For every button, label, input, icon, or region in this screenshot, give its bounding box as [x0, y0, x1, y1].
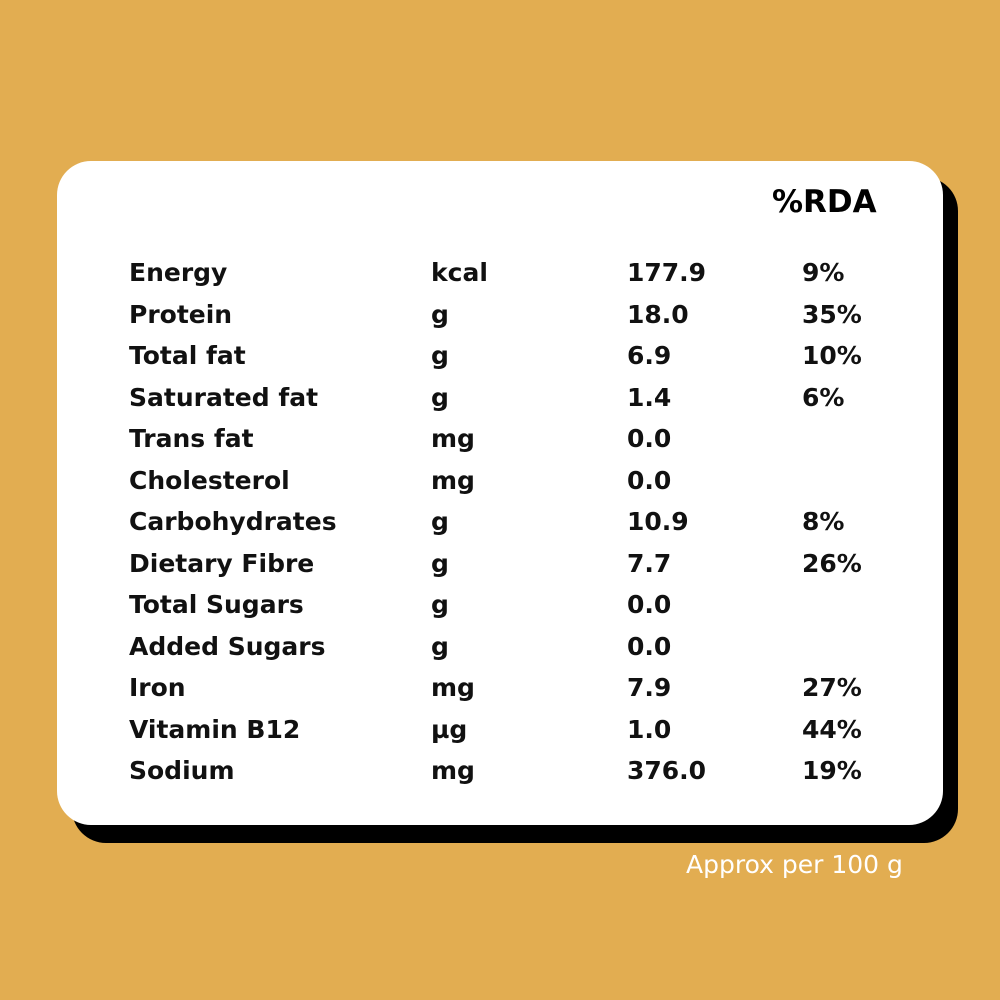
rda-column-header: %RDA: [772, 184, 877, 220]
nutrient-value: 0.0: [627, 424, 672, 454]
nutrient-unit: mg: [431, 465, 475, 495]
nutrition-table: Energy kcal 177.9 9% Protein g 18.0 35% …: [129, 252, 902, 792]
nutrient-rda: 19%: [802, 756, 862, 786]
table-row: Sodium mg 376.0 19%: [129, 750, 902, 792]
nutrient-rda: 8%: [802, 507, 845, 537]
nutrient-unit: kcal: [431, 258, 488, 288]
nutrient-rda: [802, 626, 902, 668]
nutrient-name: Sodium: [129, 756, 235, 786]
nutrient-name: Added Sugars: [129, 631, 326, 661]
nutrient-unit: g: [431, 590, 449, 620]
table-row: Total fat g 6.9 10%: [129, 335, 902, 377]
nutrient-rda: 27%: [802, 673, 862, 703]
nutrient-rda: 10%: [802, 341, 862, 371]
nutrient-rda: [802, 460, 902, 502]
nutrient-rda: 6%: [802, 382, 845, 412]
nutrient-name: Saturated fat: [129, 382, 319, 412]
nutrient-rda: 26%: [802, 548, 862, 578]
table-row: Total Sugars g 0.0: [129, 584, 902, 626]
nutrient-unit: µg: [431, 714, 468, 744]
table-row: Dietary Fibre g 7.7 26%: [129, 543, 902, 585]
table-row: Energy kcal 177.9 9%: [129, 252, 902, 294]
nutrient-value: 0.0: [627, 590, 672, 620]
nutrient-unit: g: [431, 341, 449, 371]
nutrient-unit: g: [431, 631, 449, 661]
nutrient-value: 18.0: [627, 299, 689, 329]
table-row: Saturated fat g 1.4 6%: [129, 377, 902, 419]
nutrient-unit: g: [431, 299, 449, 329]
nutrient-name: Cholesterol: [129, 465, 290, 495]
nutrient-name: Iron: [129, 673, 186, 703]
serving-footnote: Approx per 100 g: [686, 850, 903, 879]
nutrient-value: 10.9: [627, 507, 689, 537]
nutrient-name: Energy: [129, 258, 228, 288]
table-row: Carbohydrates g 10.9 8%: [129, 501, 902, 543]
nutrient-value: 6.9: [627, 341, 672, 371]
table-row: Added Sugars g 0.0: [129, 626, 902, 668]
nutrient-rda: [802, 418, 902, 460]
nutrient-unit: g: [431, 507, 449, 537]
nutrient-name: Carbohydrates: [129, 507, 337, 537]
nutrient-unit: mg: [431, 756, 475, 786]
nutrient-name: Total Sugars: [129, 590, 304, 620]
table-row: Trans fat mg 0.0: [129, 418, 902, 460]
nutrient-name: Total fat: [129, 341, 246, 371]
nutrient-value: 7.9: [627, 673, 672, 703]
nutrient-name: Vitamin B12: [129, 714, 301, 744]
table-row: Cholesterol mg 0.0: [129, 460, 902, 502]
nutrition-card: [57, 161, 943, 825]
nutrient-name: Trans fat: [129, 424, 254, 454]
nutrient-unit: mg: [431, 673, 475, 703]
nutrient-rda: 35%: [802, 299, 862, 329]
table-row: Vitamin B12 µg 1.0 44%: [129, 709, 902, 751]
nutrient-name: Dietary Fibre: [129, 548, 315, 578]
table-row: Protein g 18.0 35%: [129, 294, 902, 336]
nutrient-rda: 44%: [802, 714, 862, 744]
nutrient-value: 1.0: [627, 714, 672, 744]
table-row: Iron mg 7.9 27%: [129, 667, 902, 709]
nutrient-value: 1.4: [627, 382, 672, 412]
nutrient-value: 177.9: [627, 258, 707, 288]
nutrient-value: 7.7: [627, 548, 672, 578]
nutrient-rda: [802, 584, 902, 626]
nutrient-unit: g: [431, 548, 449, 578]
nutrient-name: Protein: [129, 299, 233, 329]
nutrient-unit: mg: [431, 424, 475, 454]
nutrient-value: 0.0: [627, 631, 672, 661]
nutrient-unit: g: [431, 382, 449, 412]
nutrient-value: 0.0: [627, 465, 672, 495]
nutrient-value: 376.0: [627, 756, 707, 786]
nutrient-rda: 9%: [802, 258, 845, 288]
